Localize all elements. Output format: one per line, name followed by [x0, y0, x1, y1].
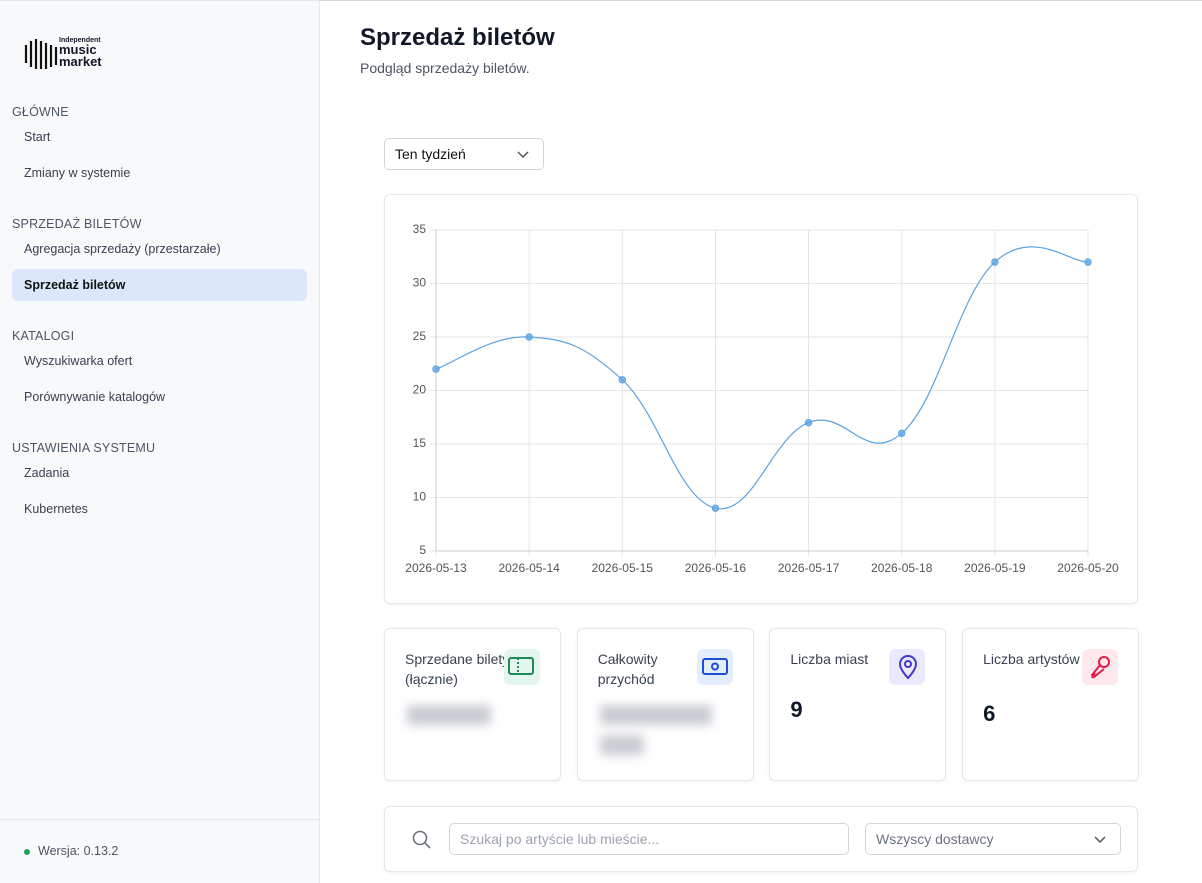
point	[804, 418, 813, 427]
x-tick-label: 2026-05-15	[592, 561, 654, 575]
nav-item[interactable]: Porównywanie katalogów	[24, 390, 166, 404]
version: Wersja: 0.13.2	[38, 844, 119, 858]
sidebar: Independent music market GŁÓWNE Start Zmia…	[0, 0, 320, 883]
y-tick-label: 30	[413, 276, 427, 290]
page-title: Sprzedaż biletów	[360, 24, 555, 51]
search-card: Szukaj po artyście lub mieście... Wszysc…	[384, 806, 1138, 872]
nav-item[interactable]: Wyszukiwarka ofert	[24, 354, 133, 368]
top-border	[0, 0, 1202, 1]
nav-section-title: KATALOGI	[12, 329, 75, 343]
stat-icon	[696, 649, 733, 685]
stat-card: Sprzedane bilety (łącznie)	[384, 628, 561, 781]
stat-card: Całkowity przychód	[576, 628, 754, 781]
logo-text: market	[59, 54, 102, 69]
stat-label: Liczba artystów	[983, 651, 1080, 667]
icon	[508, 657, 534, 675]
y-tick-label: 35	[413, 222, 427, 236]
logo-mark	[24, 39, 58, 69]
point	[991, 258, 999, 266]
icon	[899, 655, 918, 680]
point	[711, 504, 720, 512]
x-tick-label: 2026-05-16	[685, 561, 747, 575]
search-input[interactable]: Szukaj po artyście lub mieście...	[449, 823, 849, 855]
y-tick-label: 10	[413, 490, 427, 504]
stat-label: Całkowity przychód	[597, 651, 658, 687]
nav-item[interactable]: Start	[24, 130, 51, 144]
logo: Independent music market	[24, 35, 114, 75]
status-dot	[24, 849, 30, 855]
icon	[1090, 656, 1111, 679]
page-subtitle: Podgląd sprzedaży biletów.	[360, 60, 530, 76]
logo-text: music	[59, 42, 97, 57]
line	[435, 246, 1089, 510]
stat-icon	[889, 649, 926, 685]
icon	[701, 658, 728, 675]
nav-item[interactable]: Sprzedaż biletów	[12, 269, 307, 301]
stat-icon	[1082, 649, 1119, 685]
y-tick-label: 25	[413, 329, 427, 343]
nav-item[interactable]: Kubernetes	[24, 502, 88, 516]
nav-section-title: SPRZEDAŻ BILETÓW	[12, 217, 142, 231]
y-tick-label: 20	[413, 383, 427, 397]
nav-section-title: GŁÓWNE	[12, 105, 69, 119]
stat-value: 6	[983, 701, 996, 726]
stat-card: Liczba miast 9	[769, 628, 947, 781]
period-select[interactable]: Ten tydzień	[384, 138, 544, 170]
x-tick-label: 2026-05-17	[778, 561, 840, 575]
blurred-value	[599, 705, 712, 725]
chevron	[517, 151, 529, 159]
nav-section-title: USTAWIENIA SYSTEMU	[12, 441, 156, 455]
blurred-value	[599, 735, 644, 755]
y-tick-label: 15	[413, 436, 427, 450]
nav-item[interactable]: Agregacja sprzedaży (przestarzałe)	[24, 242, 221, 256]
x-tick-label: 2026-05-19	[964, 561, 1026, 575]
stat-value: 9	[790, 697, 803, 722]
point	[525, 333, 533, 341]
divider	[0, 819, 319, 820]
stat-label: Sprzedane bilety (łącznie)	[405, 651, 510, 687]
stat-card: Liczba artystów 6	[962, 628, 1140, 781]
point	[898, 429, 906, 438]
x-tick-label: 2026-05-18	[871, 561, 933, 575]
x-tick-label: 2026-05-20	[1057, 561, 1119, 575]
point	[432, 365, 440, 373]
point	[618, 376, 626, 384]
x-tick-label: 2026-05-14	[498, 561, 560, 575]
nav-item[interactable]: Zmiany w systemie	[24, 166, 131, 180]
provider-select[interactable]: Wszyscy dostawcy	[865, 823, 1121, 855]
point	[1084, 258, 1092, 266]
search-icon	[412, 830, 431, 849]
stat-label: Liczba miast	[790, 651, 869, 667]
nav-item[interactable]: Zadania	[24, 466, 70, 480]
x-tick-label: 2026-05-13	[405, 561, 467, 575]
chart: 5 10 15 20 25 30 35 2026-05-13 2026-05-14 2026-05…	[405, 222, 1119, 575]
y-tick-label: 5	[419, 543, 426, 557]
select-value: Wszyscy dostawcy	[876, 831, 994, 847]
select-value: Ten tydzień	[395, 146, 466, 162]
stat-icon	[504, 649, 540, 685]
blurred-value	[407, 705, 491, 725]
logo-text: Independent	[59, 37, 101, 44]
chart-card: 5 10 15 20 25 30 35 2026-05-13 2026-05-14 2026-05…	[384, 194, 1138, 604]
chevron	[1094, 836, 1106, 844]
